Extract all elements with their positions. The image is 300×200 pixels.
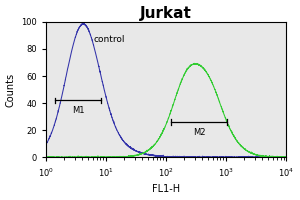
- Text: M2: M2: [193, 128, 206, 137]
- Title: Jurkat: Jurkat: [140, 6, 192, 21]
- Y-axis label: Counts: Counts: [6, 73, 16, 107]
- Text: control: control: [94, 35, 125, 44]
- Text: M1: M1: [72, 106, 84, 115]
- X-axis label: FL1-H: FL1-H: [152, 184, 180, 194]
